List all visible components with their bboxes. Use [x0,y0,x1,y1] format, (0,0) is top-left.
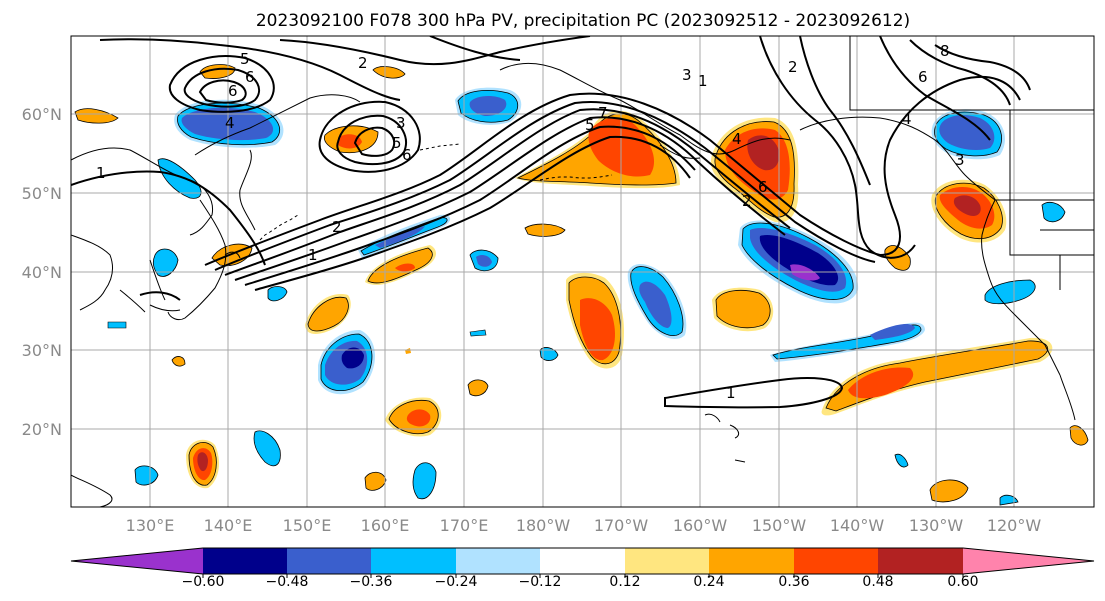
colorbar-segment [878,548,963,574]
colorbar-segment [540,548,625,574]
colorbar-segment [287,548,371,574]
colorbar-segment [371,548,456,574]
lon-label: 150°W [752,516,807,535]
contour-label: 8 [940,42,950,60]
lon-label: 160°W [673,516,728,535]
lon-label: 120°W [987,516,1042,535]
graticule [71,36,1094,507]
positive-patch-157e [305,294,351,334]
positive-patch-163e [365,245,436,285]
colorbar-tick-label: 0.24 [693,574,724,590]
colorbar-segment [456,548,540,574]
contour-label: 5 [240,50,250,68]
colorbar-tick-labels: −0.60 −0.48 −0.36 −0.24 −0.12 0.12 0.24 … [182,574,979,590]
contour-label: 2 [788,58,798,76]
colorbar-extend-low [71,548,203,574]
colorbar-tick-label: 0.48 [862,574,893,590]
contour-label: 3 [682,66,692,84]
pv-contours [71,36,1031,409]
lat-label: 50°N [22,184,62,203]
negative-band-162e-42n [358,214,451,258]
lat-label: 30°N [22,341,62,360]
colorbar-tick-label: 0.12 [609,574,640,590]
positive-patch-164e-south [385,397,442,437]
lon-label: 130°W [909,516,964,535]
positive-patch-153w [712,287,774,332]
contour-label: 1 [308,246,318,264]
contour-label: 3 [955,151,965,169]
colorbar-segment [203,548,287,574]
contour-label: 7 [598,104,608,122]
lon-label: 160°E [361,516,410,535]
colorbar-segment [709,548,794,574]
negative-patch-aleutian-west [455,87,522,125]
lon-label: 130°E [126,516,175,535]
lat-label: 60°N [22,105,62,124]
colorbar-tick-label: −0.60 [182,574,225,590]
lon-label: 140°W [830,516,885,535]
lat-label: 20°N [22,420,62,439]
contour-labels: 5 6 2 6 4 1 3 5 6 2 1 5 7 3 1 2 8 6 4 3 … [96,42,965,402]
colorbar-tick-label: 0.36 [778,574,809,590]
colorbar-segment [625,548,709,574]
colorbar-tick-label: −0.24 [435,574,478,590]
colorbar-tick-label: 0.60 [947,574,978,590]
contour-label: 4 [225,114,235,132]
contour-label: 2 [742,192,752,210]
negative-patch-158e-28n [318,330,376,395]
contour-label: 1 [96,164,106,182]
lon-label: 170°W [594,516,649,535]
contour-label: 1 [726,384,736,402]
colorbar-tick-label: −0.36 [350,574,393,590]
colorbar-tick-label: −0.12 [519,574,562,590]
positive-patch-pnw-coast [931,179,1007,243]
contour-label: 6 [918,68,928,86]
colorbar-tick-label: −0.48 [266,574,309,590]
contour-label: 2 [358,54,368,72]
negative-patch-alaska-east [931,109,1005,160]
lon-label: 170°E [440,516,489,535]
contour-label: 4 [902,110,912,128]
contour-label: 6 [228,82,238,100]
map-title: 2023092100 F078 300 hPa PV, precipitatio… [256,11,910,31]
contour-label: 4 [732,130,742,148]
contour-label: 6 [402,146,412,164]
lon-label: 180°W [516,516,571,535]
contour-label: 6 [758,178,768,196]
contour-label: 3 [396,114,406,132]
colorbar-extend-high [963,548,1094,574]
contour-label: 6 [245,68,255,86]
colorbar-segment [794,548,878,574]
map-frame [70,35,1095,508]
negative-patch-175w-35n [627,264,687,339]
map-content: 5 6 2 6 4 1 3 5 6 2 1 5 7 3 1 2 8 6 4 3 … [71,36,1094,507]
contour-label: 5 [585,116,595,134]
lat-label: 40°N [22,263,62,282]
colorbar [70,547,1095,578]
positive-band-subtropical-east [821,337,1053,416]
longitude-labels: 130°E 140°E 150°E 160°E 170°E 180°W 170°… [126,516,1042,535]
contour-label: 5 [392,134,402,152]
lon-label: 140°E [204,516,253,535]
negative-small-patches [107,158,1066,506]
positive-patch-170w [566,272,625,369]
lon-label: 150°E [283,516,332,535]
latitude-labels: 60°N 50°N 40°N 30°N 20°N [22,105,62,439]
contour-label: 1 [698,72,708,90]
contour-label: 2 [332,218,342,236]
positive-patch-137e-south [186,439,220,489]
coastlines [71,36,1094,507]
